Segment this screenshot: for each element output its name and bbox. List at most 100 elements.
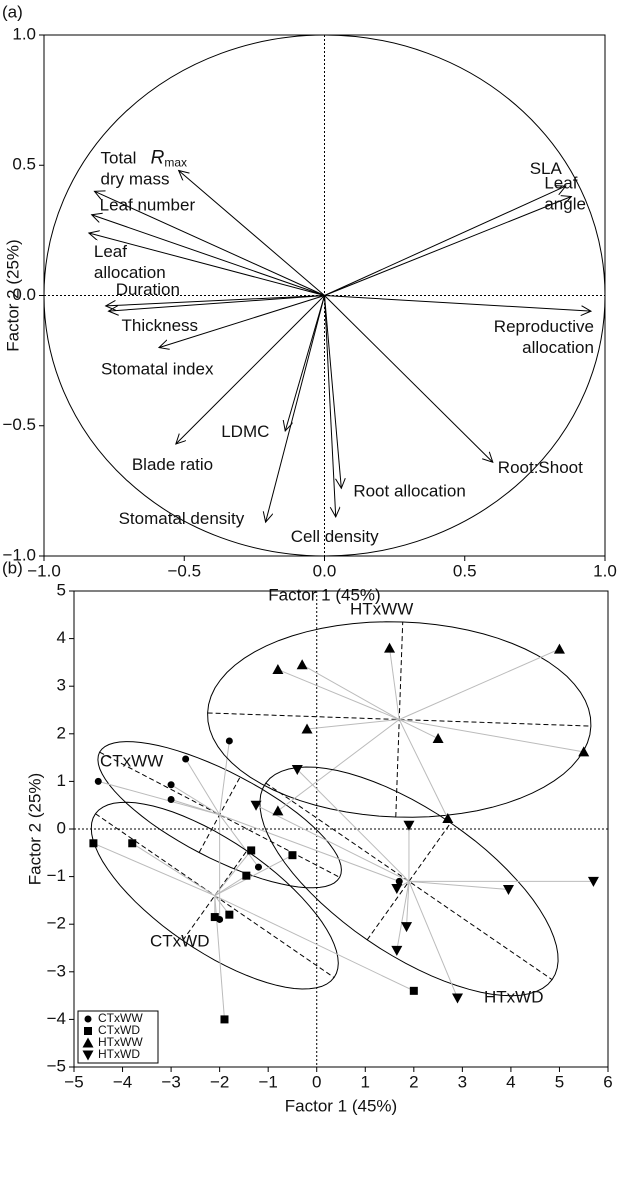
y-tick-label: −4 — [47, 1009, 66, 1028]
x-tick-label: −1 — [258, 1072, 277, 1091]
centroid-spoke — [396, 881, 410, 951]
vector-label-text: allocation — [94, 263, 166, 282]
x-tick-label: −0.5 — [167, 561, 201, 580]
y-axis-label: Factor 2 (25%) — [25, 773, 44, 885]
group-label: CTxWD — [150, 931, 209, 950]
legend-label: HTxWW — [98, 1035, 143, 1049]
vector-label: Thickness — [122, 317, 199, 336]
point — [291, 765, 303, 775]
y-tick-label: −1.0 — [2, 545, 36, 564]
vector-label: Blade ratio — [132, 455, 213, 474]
centroid-spoke — [277, 719, 400, 812]
legend-marker — [84, 1015, 92, 1023]
vector-label: Root allocation — [353, 482, 465, 501]
point — [272, 664, 284, 675]
vector-label-text: R — [151, 147, 165, 168]
point — [301, 723, 313, 734]
vector-label: angle — [544, 195, 586, 214]
vector-label: LDMC — [221, 422, 269, 441]
x-tick-label: 0.0 — [313, 561, 337, 580]
x-tick-label: 0.5 — [453, 561, 477, 580]
point — [210, 913, 219, 922]
legend-label: CTxWD — [98, 1023, 140, 1037]
loading-arrow — [94, 191, 325, 296]
loading-arrow — [324, 197, 572, 296]
x-tick-label: −4 — [113, 1072, 132, 1091]
vector-label: Duration — [116, 280, 180, 299]
vector-label-text: Total — [100, 149, 136, 168]
centroid-spoke — [399, 719, 439, 740]
vector-label: Stomatal index — [101, 360, 214, 379]
y-tick-label: −1 — [47, 866, 66, 885]
centroid-spoke — [277, 669, 400, 720]
y-tick-label: 0.5 — [12, 155, 36, 174]
vector-label-text: Thickness — [122, 317, 199, 336]
point — [128, 839, 137, 848]
ellipse-axis — [265, 782, 553, 981]
vector-label-text: SLA — [530, 160, 563, 179]
loading-arrow — [266, 295, 325, 523]
centroid-spoke — [214, 875, 247, 897]
vector-label-text: Root:Shoot — [498, 459, 583, 478]
y-tick-label: −0.5 — [2, 415, 36, 434]
vector-label-text: dry mass — [100, 170, 169, 189]
centroid-spoke — [219, 740, 230, 815]
vector-label: Stomatal density — [119, 510, 245, 529]
centroid-spoke — [170, 799, 220, 816]
centroid-spoke — [131, 842, 216, 897]
vector-label: Leaf — [544, 174, 577, 193]
point — [553, 643, 565, 654]
vector-label: Cell density — [291, 527, 379, 546]
vector-label: Leaf number — [100, 196, 196, 215]
point — [242, 871, 251, 880]
y-tick-label: 4 — [57, 628, 66, 647]
point — [225, 910, 234, 919]
loading-arrow — [109, 295, 325, 312]
centroid-spoke — [219, 814, 259, 868]
legend-label: CTxWW — [98, 1011, 143, 1025]
loading-arrow — [285, 295, 325, 431]
centroid-spoke — [406, 881, 410, 927]
centroid-spoke — [214, 854, 293, 897]
confidence-ellipse — [97, 741, 342, 889]
y-tick-label: 0 — [57, 818, 66, 837]
y-tick-label: −2 — [47, 914, 66, 933]
x-axis-label: Factor 1 (45%) — [285, 1096, 397, 1115]
vector-label-text: Blade ratio — [132, 455, 213, 474]
loading-arrow — [324, 295, 336, 517]
centroid-spoke — [306, 719, 400, 730]
x-tick-label: −5 — [64, 1072, 83, 1091]
x-tick-label: −1.0 — [27, 561, 61, 580]
point — [272, 805, 284, 816]
vector-label: Root:Shoot — [498, 459, 583, 478]
y-tick-label: 3 — [57, 676, 66, 695]
confidence-ellipse — [207, 621, 592, 818]
loading-arrow — [176, 295, 325, 444]
loading-arrow — [106, 295, 325, 306]
point — [391, 884, 403, 894]
loading-arrow — [89, 233, 325, 296]
point — [288, 851, 297, 860]
x-tick-label: −3 — [161, 1072, 180, 1091]
centroid-spoke — [255, 804, 410, 882]
centroid-spoke — [219, 814, 400, 882]
centroid-spoke — [399, 719, 584, 753]
y-axis-label: Factor 2 (25%) — [3, 239, 22, 351]
y-tick-label: 0.0 — [12, 285, 36, 304]
x-tick-label: −2 — [210, 1072, 229, 1091]
vector-label: allocation — [94, 263, 166, 282]
group-label: CTxWW — [100, 751, 163, 770]
centroid-spoke — [399, 648, 560, 720]
point — [401, 922, 413, 933]
vector-label-text: Reproductive — [494, 318, 594, 337]
x-tick-label: 1 — [361, 1072, 370, 1091]
centroid-spoke — [98, 780, 220, 816]
centroid-spoke — [389, 648, 400, 720]
x-tick-label: 1.0 — [593, 561, 617, 580]
point — [409, 986, 418, 995]
loading-arrow — [324, 295, 591, 312]
vector-label: allocation — [522, 339, 594, 358]
centroid-spoke — [93, 842, 215, 897]
point — [452, 993, 464, 1004]
y-tick-label: −5 — [47, 1056, 66, 1075]
